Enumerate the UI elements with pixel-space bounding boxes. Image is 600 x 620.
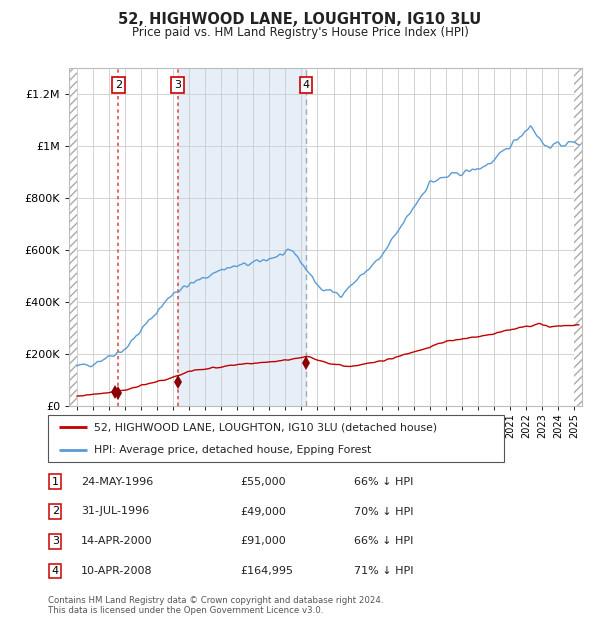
Text: 4: 4	[302, 80, 310, 90]
Text: 3: 3	[174, 80, 181, 90]
Text: 10-APR-2008: 10-APR-2008	[81, 566, 152, 576]
Text: HPI: Average price, detached house, Epping Forest: HPI: Average price, detached house, Eppi…	[94, 445, 371, 455]
Text: £55,000: £55,000	[240, 477, 286, 487]
Text: 24-MAY-1996: 24-MAY-1996	[81, 477, 153, 487]
Text: 31-JUL-1996: 31-JUL-1996	[81, 507, 149, 516]
Text: 14-APR-2000: 14-APR-2000	[81, 536, 152, 546]
Text: 3: 3	[52, 536, 59, 546]
Text: Contains HM Land Registry data © Crown copyright and database right 2024.
This d: Contains HM Land Registry data © Crown c…	[48, 596, 383, 615]
Text: Price paid vs. HM Land Registry's House Price Index (HPI): Price paid vs. HM Land Registry's House …	[131, 26, 469, 39]
Text: 2: 2	[52, 507, 59, 516]
Bar	[178, 68, 306, 406]
Text: 70% ↓ HPI: 70% ↓ HPI	[354, 507, 413, 516]
Bar	[69, 68, 77, 406]
Text: 1: 1	[52, 477, 59, 487]
Text: 71% ↓ HPI: 71% ↓ HPI	[354, 566, 413, 576]
Text: 52, HIGHWOOD LANE, LOUGHTON, IG10 3LU (detached house): 52, HIGHWOOD LANE, LOUGHTON, IG10 3LU (d…	[94, 422, 437, 432]
Text: 66% ↓ HPI: 66% ↓ HPI	[354, 536, 413, 546]
FancyBboxPatch shape	[48, 415, 504, 462]
Text: £91,000: £91,000	[240, 536, 286, 546]
Text: 2: 2	[115, 80, 122, 90]
Text: 4: 4	[52, 566, 59, 576]
Text: 52, HIGHWOOD LANE, LOUGHTON, IG10 3LU: 52, HIGHWOOD LANE, LOUGHTON, IG10 3LU	[118, 12, 482, 27]
Text: 66% ↓ HPI: 66% ↓ HPI	[354, 477, 413, 487]
Text: £49,000: £49,000	[240, 507, 286, 516]
Bar	[574, 68, 582, 406]
Text: £164,995: £164,995	[240, 566, 293, 576]
